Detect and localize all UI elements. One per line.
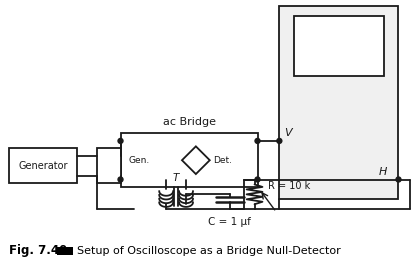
Text: Gen.: Gen.	[129, 156, 150, 165]
Bar	[57, 247, 73, 255]
Text: H: H	[379, 167, 387, 176]
Text: Fig. 7.40: Fig. 7.40	[9, 244, 67, 257]
Text: R = 10 k: R = 10 k	[268, 182, 311, 191]
Bar	[294, 16, 384, 76]
Circle shape	[118, 177, 123, 182]
Circle shape	[277, 138, 282, 143]
Bar	[9, 148, 77, 183]
Text: C = 1 μf: C = 1 μf	[208, 217, 251, 227]
Text: Det.: Det.	[213, 156, 232, 165]
Text: Setup of Oscilloscope as a Bridge Null-Detector: Setup of Oscilloscope as a Bridge Null-D…	[77, 246, 341, 256]
Bar	[280, 6, 399, 199]
Circle shape	[255, 177, 260, 182]
Circle shape	[396, 177, 401, 182]
Bar	[97, 148, 121, 183]
Text: V: V	[284, 128, 292, 138]
Text: Generator: Generator	[18, 161, 68, 171]
Circle shape	[118, 138, 123, 143]
Circle shape	[255, 138, 260, 143]
Text: T: T	[173, 174, 179, 183]
Bar	[121, 133, 258, 187]
Text: ac Bridge: ac Bridge	[163, 117, 215, 127]
